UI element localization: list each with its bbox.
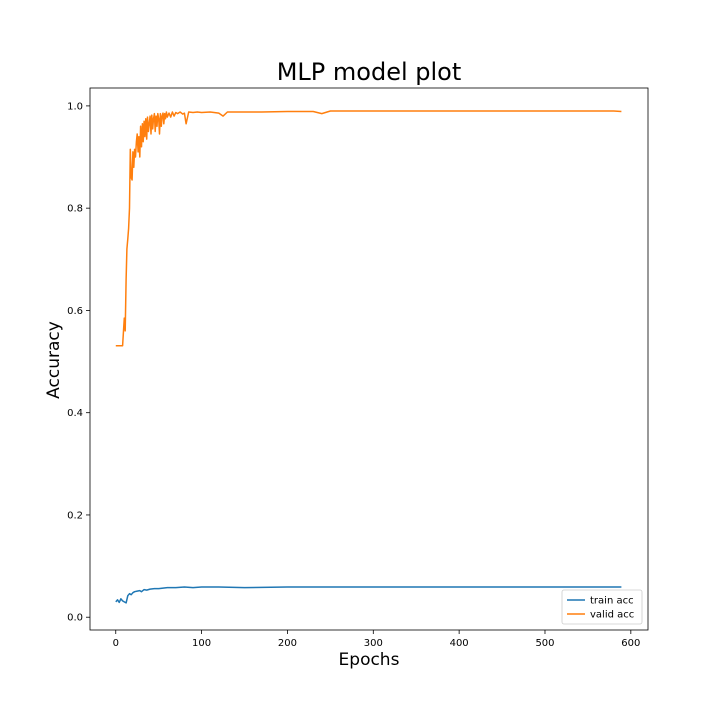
x-tick-label: 100: [192, 638, 211, 649]
y-tick-label: 0.6: [67, 306, 83, 317]
x-tick-label: 200: [278, 638, 297, 649]
x-tick-label: 400: [450, 638, 469, 649]
chart-title: MLP model plot: [277, 58, 462, 86]
axes-frame: [89, 87, 649, 631]
y-tick-label: 0.2: [67, 510, 83, 521]
y-tick-label: 1.0: [67, 101, 83, 112]
legend-box: [561, 589, 643, 625]
x-tick-label: 600: [621, 638, 640, 649]
series-line-1: [115, 110, 622, 347]
y-axis-label: Accuracy: [44, 321, 64, 399]
x-tick-label: 500: [535, 638, 554, 649]
series-line-0: [115, 586, 622, 604]
y-tick-label: 0.4: [67, 408, 83, 419]
x-tick-label: 0: [113, 638, 119, 649]
y-tick-label: 0.8: [67, 204, 83, 215]
legend: train acc valid acc: [561, 589, 643, 625]
x-axis-label: Epochs: [339, 650, 400, 670]
y-tick-label: 0.0: [67, 613, 83, 624]
x-tick-label: 300: [364, 638, 383, 649]
legend-entry-label: train acc: [590, 596, 634, 607]
legend-entry-label: valid acc: [590, 610, 634, 621]
plot-area: 0 100 200 300 400 500 600 0.0 0.2 0.4 0.6 0.8 1.0 tra…: [67, 87, 649, 649]
